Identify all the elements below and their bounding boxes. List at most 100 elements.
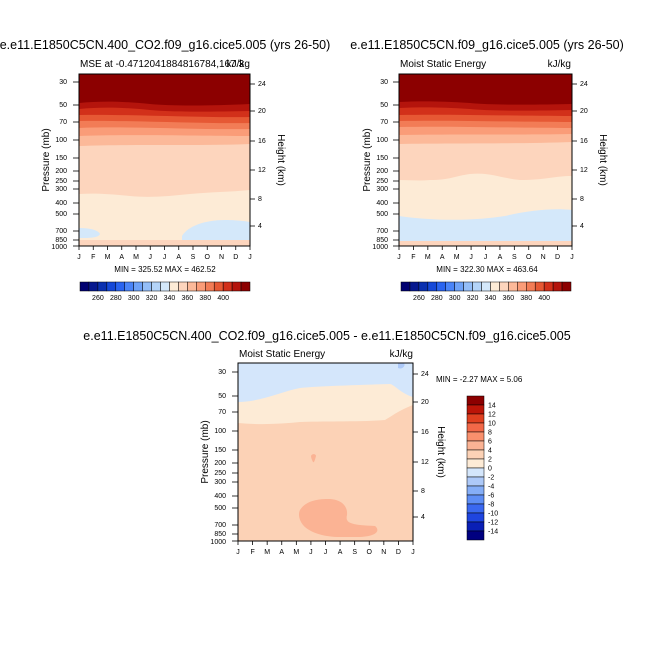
month-tick-label: M (293, 549, 299, 556)
p1-ptick-label: 30 (59, 79, 67, 86)
colorbar-swatch (526, 281, 536, 292)
p1-htick-label: 4 (258, 223, 262, 230)
colorbar-label: 360 (503, 295, 515, 302)
p3-ptick-label: 200 (214, 460, 226, 467)
p1-ptick-label: 150 (55, 155, 67, 162)
p3-ptick-label: 500 (214, 505, 226, 512)
month-tick-label: D (233, 254, 238, 261)
month-tick-label: A (440, 254, 445, 261)
colorbar-label: 14 (488, 403, 496, 410)
colorbar-label: 2 (488, 457, 492, 464)
colorbar-swatch (463, 281, 473, 292)
p1-fill-low-blue (79, 228, 100, 238)
p3-ptick-label: 1000 (210, 539, 226, 546)
colorbar-label: -14 (488, 529, 498, 536)
colorbar-label: 10 (488, 421, 496, 428)
p1-ylabel-right: Height (km) (275, 134, 286, 186)
panel-3-units: kJ/kg (390, 349, 413, 360)
colorbar-label: 0 (488, 466, 492, 473)
colorbar-swatch (472, 281, 482, 292)
panel-1: e.e11.E1850C5CN.400_CO2.f09_g16.cice5.00… (0, 38, 330, 302)
p3-colorbar: 14 12 10 8 6 4 2 0 -2 -4 -6 -8 -10 -12 -14 (466, 395, 498, 541)
colorbar-swatch (466, 494, 485, 505)
colorbar-swatch (517, 281, 527, 292)
colorbar-swatch (466, 512, 485, 523)
p1-fill-surface (79, 240, 250, 246)
p2-ylabel: Pressure (mb) (362, 128, 373, 191)
month-tick-label: M (105, 254, 111, 261)
colorbar-swatch (240, 281, 251, 292)
panel-2-contours (399, 74, 572, 246)
colorbar-label: 280 (431, 295, 443, 302)
p3-ptick-label: 70 (218, 409, 226, 416)
colorbar-swatch (151, 281, 161, 292)
colorbar-swatch (418, 281, 429, 292)
panel-1-contours (79, 74, 250, 246)
month-tick-label: A (498, 254, 503, 261)
month-tick-label: J (248, 254, 252, 261)
colorbar-swatch (222, 281, 233, 292)
p3-fill-surface (238, 537, 413, 541)
p3-ptick-label: 850 (214, 531, 226, 538)
colorbar-swatch (88, 281, 99, 292)
p1-ptick-label: 500 (55, 211, 67, 218)
p1-ylabel: Pressure (mb) (41, 128, 52, 191)
p1-htick-label: 24 (258, 81, 266, 88)
p3-htick-label: 16 (421, 429, 429, 436)
p3-htick-label: 24 (421, 371, 429, 378)
p3-ptick-label: 50 (218, 393, 226, 400)
colorbar-swatch (169, 281, 179, 292)
month-tick-label: D (396, 549, 401, 556)
colorbar-label: 320 (467, 295, 479, 302)
p3-ylabel: Pressure (mb) (200, 420, 211, 483)
month-tick-label: S (352, 549, 357, 556)
colorbar-swatch (409, 281, 420, 292)
colorbar-label: 260 (92, 295, 104, 302)
p2-colorbar: 260 280 300 320 340 360 380 400 (400, 281, 572, 302)
panel-2-left-string: Moist Static Energy (400, 59, 486, 70)
p3-axis-right: 24 20 16 12 8 4 (421, 371, 429, 521)
colorbar-swatch (466, 521, 485, 532)
p3-ptick-label: 400 (214, 493, 226, 500)
colorbar-swatch (534, 281, 545, 292)
p1-ptick-label: 400 (55, 200, 67, 207)
p2-ptick-label: 500 (376, 211, 388, 218)
p1-ptick-label: 700 (55, 228, 67, 235)
panel-1-title: e.e11.E1850C5CN.400_CO2.f09_g16.cice5.00… (0, 38, 330, 52)
p1-htick-label: 16 (258, 138, 266, 145)
p1-colorbar: 260 280 300 320 340 360 380 400 (79, 281, 251, 302)
colorbar-swatch (543, 281, 554, 292)
colorbar-label: 280 (110, 295, 122, 302)
p3-minmax: MIN = -2.27 MAX = 5.06 (436, 375, 523, 384)
colorbar-swatch (427, 281, 438, 292)
p2-htick-label: 4 (580, 223, 584, 230)
colorbar-swatch (466, 422, 485, 433)
p2-htick-label: 24 (580, 81, 588, 88)
p3-htick-label: 4 (421, 514, 425, 521)
colorbar-swatch (481, 281, 491, 292)
colorbar-label: -12 (488, 520, 498, 527)
p3-ptick-label: 700 (214, 522, 226, 529)
p2-minmax: MIN = 322.30 MAX = 463.64 (436, 265, 538, 274)
colorbar-label: 360 (182, 295, 194, 302)
p2-axis-right: 24 20 16 12 8 4 (580, 81, 588, 230)
p3-htick-label: 20 (421, 399, 429, 406)
month-tick-label: J (484, 254, 488, 261)
colorbar-swatch (499, 281, 509, 292)
month-tick-label: M (425, 254, 431, 261)
p2-axis-left: 30 50 70 100 150 200 250 300 400 500 700… (372, 79, 388, 251)
month-tick-label: J (77, 254, 81, 261)
colorbar-label: 300 (449, 295, 461, 302)
colorbar-swatch (133, 281, 143, 292)
colorbar-label: 400 (217, 295, 229, 302)
colorbar-swatch (466, 404, 485, 415)
colorbar-swatch (187, 281, 197, 292)
month-tick-label: M (133, 254, 139, 261)
month-tick-label: N (219, 254, 224, 261)
colorbar-swatch (466, 413, 485, 424)
colorbar-swatch (79, 281, 90, 292)
colorbar-swatch (97, 281, 108, 292)
month-tick-label: A (176, 254, 181, 261)
